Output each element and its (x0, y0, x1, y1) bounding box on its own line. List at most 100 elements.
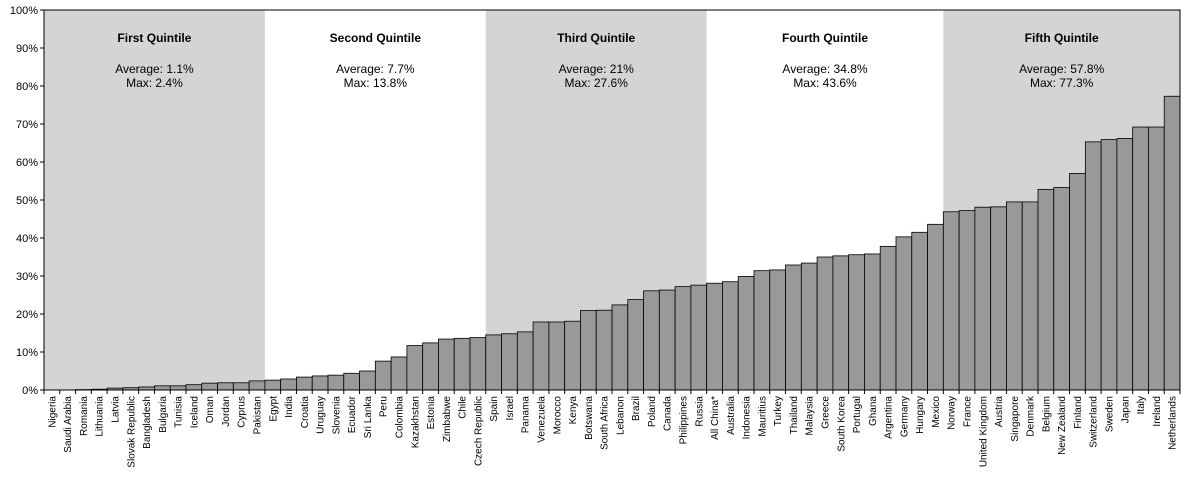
bar-botswana (580, 310, 597, 391)
bar-tunisia (169, 385, 187, 391)
x-tick-label: Venezuela (537, 396, 548, 443)
y-tick-label: 20% (16, 309, 38, 321)
bar-lebanon (611, 304, 629, 391)
quintile-max: Max: 43.6% (793, 76, 857, 90)
x-tick-label: Cyprus (237, 396, 248, 428)
x-tick-label: Tunisia (174, 396, 185, 428)
bar-australia (722, 281, 739, 391)
x-tick-label: France (963, 396, 974, 428)
bar-israel (501, 333, 518, 391)
bar-kenya (564, 320, 581, 391)
y-tick-label: 70% (16, 119, 38, 131)
x-tick-label: Singapore (1010, 396, 1021, 442)
bar-indonesia (737, 275, 755, 391)
bar-belgium (1037, 188, 1055, 391)
y-tick-label: 90% (16, 43, 38, 55)
x-tick-label: Australia (726, 396, 737, 435)
x-tick-label: Argentina (884, 396, 895, 439)
x-tick-label: Ecuador (347, 395, 358, 433)
bar-austria (990, 206, 1007, 391)
x-axis-ticks: Nigeria Saudi Arabia Romania Lithuania Latvi… (43, 390, 1181, 468)
bar-bulgaria (154, 385, 171, 391)
y-tick-label: 60% (16, 157, 38, 169)
quintile-max: Max: 27.6% (565, 76, 629, 90)
bar-finland (1069, 172, 1086, 391)
bar-argentina (879, 245, 897, 391)
bar-venezuela (532, 321, 550, 391)
x-tick-label: Peru (379, 396, 390, 417)
quintile-band-1 (44, 10, 265, 390)
bar-hungary (911, 231, 928, 391)
bars (75, 95, 1181, 391)
x-tick-label: Canada (663, 396, 674, 431)
x-tick-label: Kazakhstan (410, 396, 421, 448)
x-tick-label: Israel (505, 396, 516, 420)
bar-ireland (1148, 126, 1165, 391)
x-tick-label: Italy (1136, 396, 1147, 414)
x-tick-label: Poland (647, 396, 658, 427)
x-tick-label: South Korea (836, 396, 847, 452)
bar-zimbabwe (438, 338, 455, 391)
bar-united-kingdom (974, 206, 992, 391)
quintile-average: Average: 1.1% (115, 62, 194, 76)
x-tick-label: Lebanon (615, 396, 626, 435)
x-tick-label: Ireland (1152, 396, 1163, 427)
x-tick-label: Greece (821, 396, 832, 429)
x-tick-label: India (284, 396, 295, 418)
x-tick-label: Bulgaria (158, 396, 169, 433)
y-tick-label: 100% (10, 5, 38, 17)
bar-norway (942, 211, 960, 391)
x-tick-label: Morocco (552, 396, 563, 435)
x-tick-label: Mauritius (757, 396, 768, 437)
x-tick-label: Portugal (852, 396, 863, 433)
x-tick-label: Norway (947, 396, 958, 430)
x-tick-label: All China* (710, 396, 721, 440)
bar-morocco (548, 321, 566, 391)
bar-chile (453, 337, 471, 391)
x-tick-label: Belgium (1041, 396, 1052, 432)
x-tick-label: Slovak Republic (126, 396, 137, 468)
x-tick-label: Botswana (584, 396, 595, 440)
y-axis-ticks: 0% 10% 20% 30% 40% 50% 60% 70% 80% 90% 100% (10, 5, 44, 397)
quintile-title: Third Quintile (557, 31, 635, 45)
x-tick-label: United Kingdom (978, 396, 989, 467)
x-tick-label: Zimbabwe (442, 396, 453, 443)
x-tick-label: Ghana (868, 396, 879, 426)
x-tick-label: Czech Republic (473, 396, 484, 466)
x-tick-label: Germany (899, 396, 910, 437)
bar-ghana (864, 253, 881, 391)
quintile-labels: First Quintile Average: 1.1%Max: 2.4% Seco… (115, 31, 1104, 90)
bar-poland (643, 290, 660, 391)
bar-spain (485, 334, 502, 391)
x-tick-label: Sri Lanka (363, 396, 374, 439)
x-tick-label: Spain (489, 396, 500, 422)
x-tick-label: Indonesia (742, 396, 753, 440)
bar-france (958, 210, 976, 391)
x-tick-label: South Africa (600, 396, 611, 450)
quintile-max: Max: 13.8% (344, 76, 408, 90)
x-tick-label: Jordan (221, 396, 232, 427)
y-tick-label: 40% (16, 233, 38, 245)
x-tick-label: Turkey (773, 396, 784, 426)
quintile-average: Average: 57.8% (1019, 62, 1105, 76)
x-tick-label: Bangladesh (142, 396, 153, 449)
bar-colombia (390, 356, 408, 391)
x-tick-label: Croatia (300, 396, 311, 429)
x-tick-label: Panama (521, 396, 532, 434)
bar-all-china- (706, 282, 723, 391)
bar-russia (690, 284, 708, 391)
bar-iceland (185, 384, 203, 391)
x-tick-label: Pakistan (253, 396, 264, 434)
quintile-title: Second Quintile (330, 31, 422, 45)
x-tick-label: Thailand (789, 396, 800, 434)
bar-jordan (217, 382, 234, 391)
y-tick-label: 0% (22, 385, 38, 397)
x-tick-label: Lithuania (95, 396, 106, 437)
bar-philippines (674, 286, 692, 391)
bar-kazakhstan (406, 345, 424, 391)
quintile-title: First Quintile (117, 31, 191, 45)
bar-panama (516, 331, 534, 391)
x-tick-label: Hungary (915, 396, 926, 434)
bar-sweden (1100, 139, 1118, 391)
bar-ecuador (343, 372, 360, 391)
